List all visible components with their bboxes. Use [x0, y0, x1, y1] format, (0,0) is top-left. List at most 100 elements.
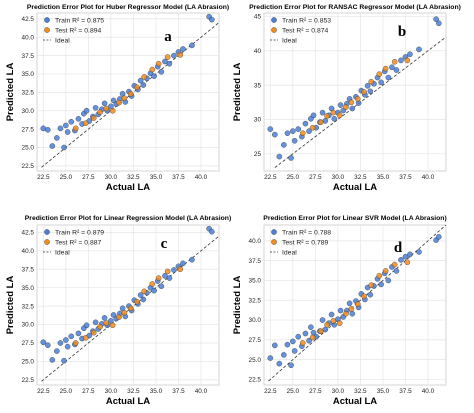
train-point: [137, 292, 144, 298]
test-point: [149, 66, 156, 73]
x-tick-label: 32.5: [354, 388, 367, 395]
train-point: [45, 342, 51, 348]
train-point: [306, 128, 312, 134]
train-point: [284, 130, 291, 136]
train-point: [140, 82, 147, 88]
x-tick-label: 25.0: [287, 388, 300, 395]
y-tick-label: 40.0: [249, 238, 262, 245]
panel-letter: c: [161, 236, 168, 252]
train-point: [49, 143, 56, 149]
x-tick-label: 27.5: [309, 388, 322, 395]
train-point: [328, 311, 335, 318]
x-axis-label: Actual LA: [333, 396, 377, 407]
test-point: [149, 281, 156, 287]
test-point: [376, 272, 383, 279]
y-tick-label: 35.0: [22, 71, 35, 78]
train-point: [57, 125, 64, 132]
legend-train-marker: [44, 17, 50, 23]
y-tick-label: 32.5: [22, 303, 35, 310]
legend-test-marker: [271, 239, 277, 245]
legend-train-marker: [44, 229, 50, 235]
test-point: [317, 119, 324, 126]
train-point: [162, 58, 168, 65]
test-point: [127, 305, 134, 312]
test-point: [330, 109, 337, 116]
y-tick-label: 22.5: [22, 163, 35, 170]
test-point: [368, 282, 374, 288]
x-tick-label: 22.5: [37, 174, 50, 181]
train-point: [306, 337, 312, 344]
train-point: [171, 52, 177, 59]
panel-letter: b: [398, 24, 406, 40]
train-point: [162, 273, 168, 279]
plot-area: [263, 12, 447, 172]
train-point: [284, 341, 291, 348]
test-point: [164, 268, 171, 275]
ideal-line: [41, 22, 220, 168]
y-tick-label: 37.5: [22, 266, 35, 273]
test-point: [382, 268, 389, 274]
x-tick-label: 25.0: [287, 174, 300, 181]
test-point: [361, 89, 367, 95]
test-point: [361, 293, 367, 300]
test-point: [354, 301, 361, 307]
x-tick-label: 30.0: [105, 174, 118, 181]
test-point: [155, 275, 162, 281]
train-point: [295, 333, 302, 340]
x-tick-label: 40.0: [195, 388, 208, 395]
train-point: [331, 116, 338, 122]
panel-letter: d: [394, 240, 403, 256]
y-tick-label: 27.5: [22, 126, 35, 133]
train-point: [63, 122, 69, 129]
y-axis-label: Predicted LA: [232, 276, 243, 335]
train-point: [393, 268, 400, 274]
x-tick-label: 22.5: [264, 388, 277, 395]
y-tick-label: 30: [254, 117, 262, 124]
x-tick-label: 22.5: [264, 174, 277, 181]
train-point: [61, 144, 67, 151]
y-tick-label: 22.5: [249, 377, 262, 384]
train-point: [272, 131, 278, 138]
train-point: [68, 118, 75, 125]
y-tick-label: 30.0: [249, 317, 262, 324]
train-point: [158, 69, 165, 75]
panel-letter: a: [164, 29, 172, 45]
train-point: [64, 129, 71, 135]
test-point: [299, 130, 306, 136]
train-point: [302, 330, 309, 337]
y-tick-label: 25.0: [22, 145, 35, 152]
y-axis-label: Predicted LA: [5, 276, 16, 335]
train-point: [385, 277, 392, 284]
y-tick-label: 25.0: [22, 359, 35, 366]
x-tick-label: 30.0: [105, 388, 118, 395]
test-point: [330, 318, 337, 324]
train-point: [308, 324, 314, 330]
x-tick-label: 37.5: [399, 174, 412, 181]
test-point: [90, 115, 97, 121]
train-point: [281, 352, 287, 358]
legend-train-label: Train R² = 0.788: [282, 229, 331, 236]
train-point: [189, 42, 195, 49]
train-point: [83, 322, 90, 329]
train-point: [171, 267, 177, 273]
train-point: [57, 340, 64, 346]
y-tick-label: 25: [254, 151, 262, 158]
train-point: [349, 105, 356, 112]
legend-train-marker: [271, 17, 277, 23]
train-point: [398, 257, 404, 263]
train-point: [158, 283, 165, 289]
y-tick-label: 40.0: [22, 248, 35, 255]
train-point: [416, 46, 422, 53]
train-point: [209, 228, 215, 235]
y-axis-label: Predicted LA: [232, 63, 243, 122]
test-point: [368, 78, 374, 85]
test-point: [109, 107, 116, 114]
legend-test-marker: [271, 27, 277, 33]
y-tick-label: 32.5: [249, 297, 262, 304]
x-axis-label: Actual LA: [106, 182, 150, 193]
test-point: [121, 95, 128, 102]
legend-ideal-label: Ideal: [55, 37, 70, 44]
x-tick-label: 32.5: [127, 174, 140, 181]
train-point: [267, 355, 274, 361]
panel-title: Prediction Error Plot for Linear SVR Mod…: [263, 215, 446, 222]
